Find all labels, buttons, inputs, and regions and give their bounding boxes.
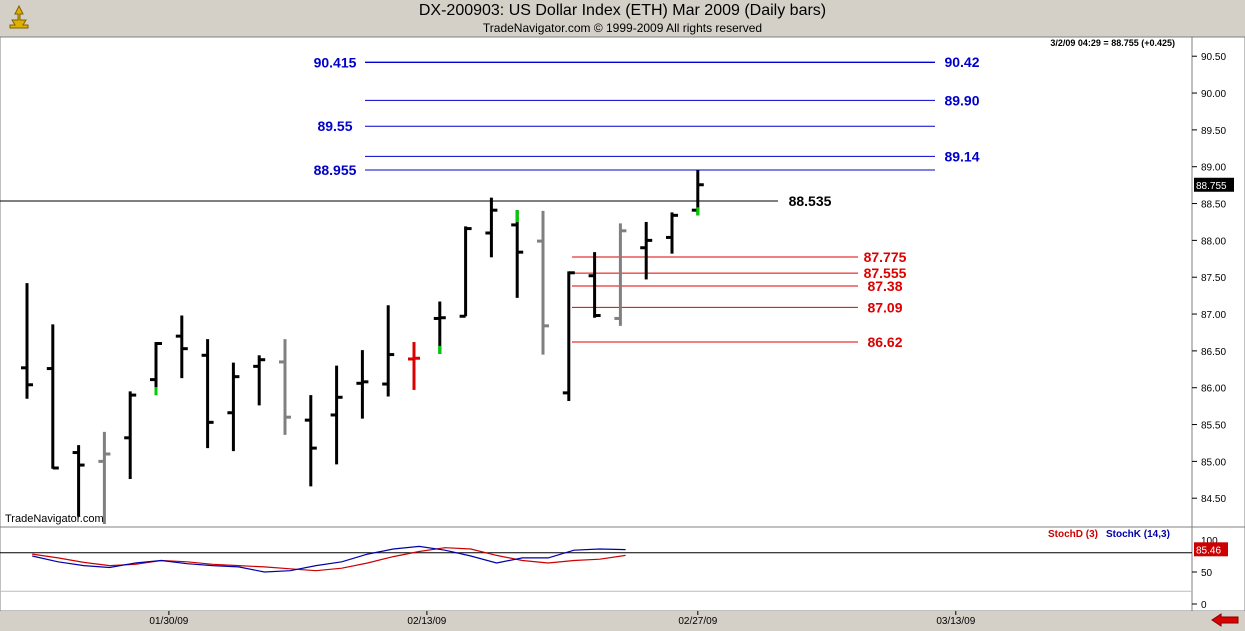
y-tick-label: 90.00 [1201,89,1226,100]
stoch-last-label: 85.46 [1196,545,1221,556]
last-price-label: 88.755 [1196,181,1227,192]
quote-readout: 3/2/09 04:29 = 88.755 (+0.425) [1050,38,1175,48]
level-label: 90.42 [944,54,979,70]
y-tick-label: 85.00 [1201,457,1226,468]
level-label: 90.415 [314,54,357,70]
y-tick-label: 88.50 [1201,200,1226,211]
y-tick-label: 86.50 [1201,347,1226,358]
stoch-y-label: 0 [1201,600,1207,611]
y-tick-label: 90.50 [1201,52,1226,63]
level-label: 88.955 [314,162,357,178]
level-label: 89.90 [944,92,979,108]
y-tick-label: 89.00 [1201,163,1226,174]
y-tick-label: 86.00 [1201,384,1226,395]
level-label: 87.38 [867,278,902,294]
level-label: 89.14 [944,148,979,164]
stoch-y-label: 50 [1201,568,1213,579]
stoch-top-label: 100 [1201,536,1218,547]
x-tick-label: 01/30/09 [149,616,188,627]
stoch-series-line [32,545,626,573]
red-left-arrow-icon[interactable] [1211,613,1239,627]
header-bar: DX-200903: US Dollar Index (ETH) Mar 200… [0,0,1245,36]
stoch-series-line [32,547,626,572]
x-tick-label: 02/13/09 [407,616,446,627]
chart-subtitle: TradeNavigator.com © 1999-2009 All right… [482,21,763,35]
legend-stochd: StochD (3) [1048,529,1098,540]
stoch-pane [0,526,1193,612]
chart-title: DX-200903: US Dollar Index (ETH) Mar 200… [418,2,827,19]
watermark-text: TradeNavigator.com [5,513,104,525]
y-tick-label: 85.50 [1201,421,1226,432]
legend-stochk: StochK (14,3) [1106,529,1170,540]
level-label: 86.62 [867,334,902,350]
stoch-last-box [1194,542,1228,557]
level-label: 87.09 [867,299,902,315]
y-tick-label: 84.50 [1201,494,1226,505]
x-tick-label: 03/13/09 [936,616,975,627]
y-tick-label: 88.00 [1201,236,1226,247]
level-label: 87.775 [864,249,907,265]
x-tick-label: 02/27/09 [678,616,717,627]
last-price-box [1194,177,1234,192]
y-tick-label: 87.00 [1201,310,1226,321]
level-label: 88.535 [789,193,832,209]
trader-figure-icon [9,4,29,29]
level-label: 89.55 [317,118,352,134]
y-tick-label: 87.50 [1201,273,1226,284]
y-tick-label: 89.50 [1201,126,1226,137]
date-axis [0,611,1245,631]
price-axis [1191,36,1245,528]
level-label: 87.555 [864,265,907,281]
stoch-axis [1191,526,1245,612]
